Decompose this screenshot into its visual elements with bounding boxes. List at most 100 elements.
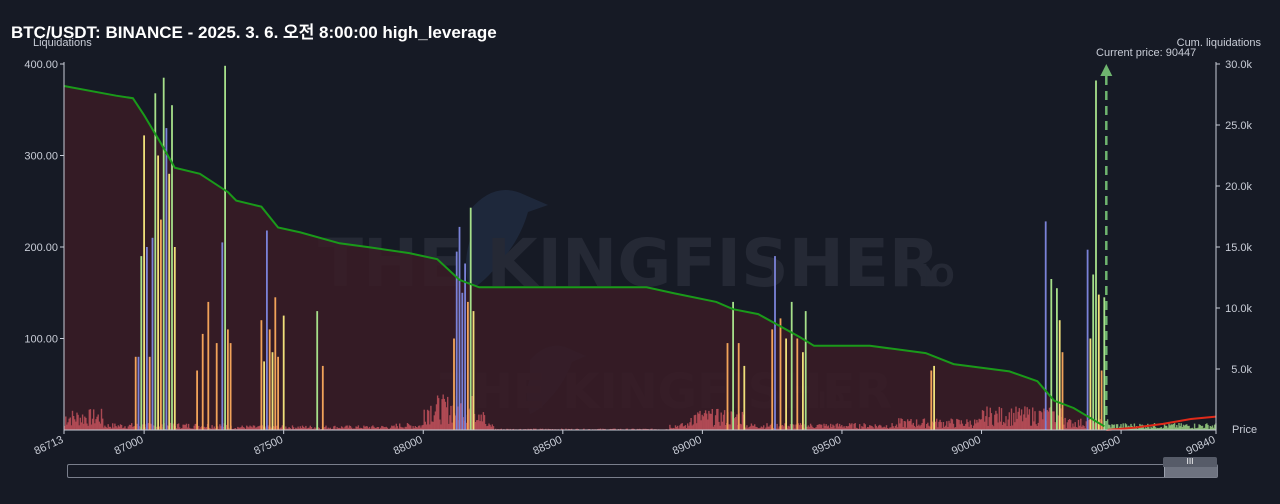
liquidation-bar <box>260 320 263 430</box>
y2-tick-label: 10.0k <box>1225 303 1252 315</box>
minor-bar <box>783 426 785 430</box>
current-price-label: Current price: 90447 <box>1096 47 1196 59</box>
liquidation-bars-major <box>134 65 1106 431</box>
minor-bar <box>882 427 884 430</box>
minor-bar <box>104 425 106 430</box>
minor-bar <box>423 409 425 430</box>
minor-bar <box>344 426 346 430</box>
minor-bar <box>626 428 629 430</box>
minor-bar <box>642 428 644 430</box>
minor-bar <box>402 427 404 430</box>
minor-bar <box>311 428 314 430</box>
liquidation-bar <box>157 155 159 430</box>
minor-bar <box>1063 424 1065 430</box>
minor-bar <box>824 425 826 430</box>
minor-bar <box>281 425 284 430</box>
minor-bar <box>477 420 479 430</box>
minor-bar <box>434 411 437 430</box>
minor-bar <box>786 427 788 430</box>
liquidation-bar <box>151 237 154 430</box>
minor-bar <box>682 426 684 430</box>
minor-bar <box>946 421 948 430</box>
liquidation-bar <box>168 173 171 431</box>
minor-bar <box>1071 427 1073 430</box>
liquidation-bar <box>274 297 277 430</box>
minor-bar <box>902 427 904 430</box>
minor-bar <box>220 426 222 430</box>
minor-bar <box>1003 421 1005 430</box>
minor-bar <box>298 428 300 430</box>
minor-bar <box>1066 422 1069 430</box>
minor-bar <box>68 418 70 430</box>
minor-bar <box>1072 423 1074 430</box>
minor-bar <box>1025 417 1027 430</box>
minor-bar <box>685 428 688 430</box>
minor-bar <box>416 427 419 430</box>
minor-bar <box>482 412 485 430</box>
minor-bar <box>1057 415 1060 430</box>
scrollbar-grip-icon[interactable]: III <box>1163 457 1217 467</box>
liquidation-bar <box>802 352 804 430</box>
minor-bar <box>1008 412 1010 430</box>
minor-bar <box>987 426 989 430</box>
liquidation-bar <box>1050 279 1053 430</box>
minor-bar <box>426 409 429 430</box>
minor-bar <box>953 427 956 430</box>
minor-bar <box>1156 428 1158 430</box>
minor-bar <box>373 426 375 430</box>
minor-bar <box>533 428 535 430</box>
minor-bar <box>241 425 243 430</box>
minor-bar <box>390 427 392 430</box>
minor-bar <box>844 427 846 430</box>
liquidation-bar <box>1097 294 1100 430</box>
minor-bar <box>1000 408 1003 430</box>
liquidation-bar <box>137 356 140 430</box>
minor-bar <box>961 423 964 430</box>
minor-bar <box>314 427 316 430</box>
minor-bar <box>1179 426 1181 430</box>
minor-bar <box>1200 425 1202 430</box>
x-tick-label: 87000 <box>113 434 146 458</box>
minor-bar <box>894 426 897 430</box>
minor-bar <box>788 426 790 430</box>
minor-bar <box>632 428 634 430</box>
minor-bar <box>893 427 895 430</box>
minor-bar <box>348 425 351 430</box>
liquidation-bar <box>796 338 799 430</box>
minor-bar <box>1148 427 1150 430</box>
minor-bar <box>793 424 795 430</box>
y2-axis-ticks: 5.0k 10.0k 15.0k 20.0k 25.0k 30.0k <box>1216 59 1252 376</box>
minor-bar <box>761 427 764 430</box>
minor-bar <box>969 420 971 430</box>
minor-bar <box>249 425 251 430</box>
minor-bar <box>888 428 890 430</box>
minor-bar <box>639 428 641 430</box>
liquidation-bar <box>1058 320 1061 430</box>
scrollbar-handle[interactable] <box>1164 465 1217 477</box>
minor-bar <box>837 426 840 430</box>
minor-bar <box>280 427 282 430</box>
liquidation-bar <box>732 301 734 430</box>
minor-bar <box>447 396 449 430</box>
range-scrollbar[interactable]: III <box>67 457 1218 478</box>
minor-bar <box>952 423 955 430</box>
minor-bar <box>874 424 876 430</box>
liquidation-bar <box>774 256 776 430</box>
minor-bar <box>807 425 809 430</box>
minor-bar <box>697 412 699 430</box>
minor-bar <box>873 428 875 430</box>
liquidation-bar <box>140 256 143 430</box>
minor-bar <box>380 427 382 430</box>
minor-bar <box>218 428 220 430</box>
minor-bar <box>376 427 378 430</box>
minor-bar <box>1181 426 1184 430</box>
liquidation-bar <box>146 247 148 430</box>
minor-bar <box>722 414 725 430</box>
cumulative-liquidations-line <box>63 85 1105 428</box>
minor-bar <box>288 427 290 430</box>
minor-bar <box>89 409 92 430</box>
minor-bar <box>719 425 721 430</box>
minor-bar <box>115 426 117 430</box>
minor-bar <box>70 425 73 430</box>
minor-bar <box>1007 419 1009 430</box>
